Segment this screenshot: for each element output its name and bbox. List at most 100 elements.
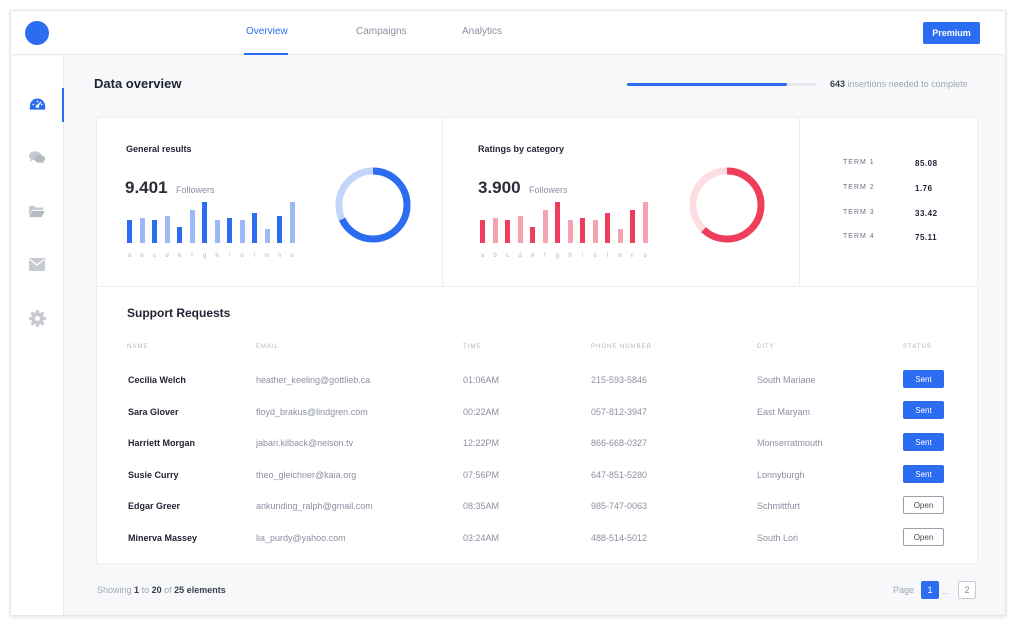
logo[interactable] (25, 21, 49, 45)
row-city: Monserratmouth (757, 438, 823, 448)
ratings-bar-label: d (518, 253, 522, 259)
general-bar-label: d (165, 253, 169, 259)
status-button[interactable]: Sent (903, 465, 944, 483)
ratings-bar-label: c (506, 253, 509, 259)
row-city: South Lori (757, 533, 799, 543)
general-bar (164, 216, 170, 243)
ratings-bar (542, 210, 548, 243)
ratings-followers-label: Followers (529, 185, 568, 195)
tab-overview[interactable]: Overview (246, 26, 288, 37)
general-bar (214, 220, 220, 243)
general-bar-label: i (228, 253, 231, 259)
tab-campaigns[interactable]: Campaigns (356, 26, 407, 37)
general-followers-label: Followers (176, 185, 215, 195)
ratings-bar (505, 220, 510, 243)
row-time: 00:22AM (463, 407, 500, 417)
general-results-title: General results (126, 144, 192, 154)
support-requests-card (96, 287, 978, 564)
term-value: 85.08 (915, 159, 938, 168)
page-title: Data overview (94, 76, 182, 91)
general-bar (189, 210, 195, 243)
status-button[interactable]: Open (903, 528, 944, 546)
gear-icon[interactable] (27, 308, 47, 328)
insertions-label: insertions needed to complete (847, 79, 968, 89)
row-name: Sara Glover (128, 407, 179, 417)
page-label: Page (893, 585, 915, 595)
active-tab-indicator (244, 53, 288, 55)
page-1-button[interactable]: 1 (921, 581, 939, 599)
ratings-bar-label: l (606, 253, 609, 259)
row-email: jabari.kilback@nelson.tv (256, 438, 354, 448)
column-header-email: EMAIL (256, 344, 280, 350)
ratings-bar (517, 216, 523, 243)
status-button[interactable]: Open (903, 496, 944, 514)
stats-card (96, 117, 978, 288)
term-value: 33.42 (915, 209, 938, 218)
ratings-bar (605, 213, 610, 243)
showing-word: Showing (97, 585, 132, 595)
row-phone: 985-747-0063 (591, 501, 648, 511)
ratings-donut-chart (689, 167, 765, 243)
row-time: 03:24AM (463, 533, 500, 543)
row-name: Minerva Massey (128, 533, 198, 543)
folder-icon[interactable] (27, 201, 47, 221)
term-label: TERM 1 (843, 159, 875, 166)
general-bar-label: g (202, 253, 207, 259)
row-time: 01:06AM (463, 375, 500, 385)
column-header-phone: PHONE NUMBER (591, 344, 653, 350)
app-window: Overview Campaigns Analytics Premium (10, 10, 1006, 616)
row-name: Susie Curry (128, 470, 179, 480)
row-email: heather_keeling@gottlieb.ca (256, 375, 371, 385)
showing-summary: Showing 1 to 20 of 25 elements (97, 585, 226, 595)
insertions-count: 643 (830, 79, 846, 89)
ratings-bar-label: g (555, 253, 560, 259)
term-label: TERM 4 (843, 233, 875, 240)
stats-divider (442, 118, 443, 288)
general-donut-chart (335, 167, 411, 243)
premium-button[interactable]: Premium (923, 22, 980, 44)
ratings-bar-label: o (643, 253, 647, 259)
row-phone: 215-593-5846 (591, 375, 648, 385)
row-name: Cecilia Welch (128, 375, 186, 385)
top-navigation: Overview Campaigns Analytics Premium (11, 11, 1005, 55)
tab-analytics[interactable]: Analytics (462, 26, 503, 37)
general-bar-label: b (140, 253, 144, 259)
general-donut-segment (335, 167, 411, 243)
dashboard-icon[interactable] (27, 94, 47, 114)
general-bar (127, 220, 132, 243)
row-phone: 647-851-5280 (591, 470, 648, 480)
ratings-bar (567, 220, 573, 243)
general-bar (277, 216, 282, 243)
mail-icon[interactable] (27, 254, 47, 274)
general-bar (139, 217, 145, 243)
status-button[interactable]: Sent (903, 401, 944, 419)
row-email: ankunding_ralph@gmail.com (256, 501, 373, 511)
chat-icon[interactable] (27, 147, 47, 167)
completion-progress-bar (627, 83, 817, 86)
ratings-bar (617, 228, 623, 243)
ratings-followers-count: 3.900 (478, 178, 521, 197)
term-label: TERM 2 (843, 184, 875, 191)
row-email: lia_purdy@yahoo.com (256, 533, 346, 543)
row-email: floyd_brakus@lindgren.com (256, 407, 368, 417)
row-city: South Mariane (757, 375, 816, 385)
column-header-status: STATUS (903, 344, 932, 350)
row-email: theo_gleichner@kaia.org (256, 470, 357, 480)
general-bar-label: l (253, 253, 256, 259)
ratings-donut-segment (689, 167, 765, 243)
row-phone: 866-668-0327 (591, 438, 648, 448)
row-time: 07:56PM (463, 470, 500, 480)
status-button[interactable]: Sent (903, 370, 944, 388)
support-requests-title: Support Requests (127, 306, 231, 320)
status-button[interactable]: Sent (903, 433, 944, 451)
showing-total: 25 elements (174, 585, 226, 595)
row-phone: 488-514-5012 (591, 533, 648, 543)
row-name: Harriett Morgan (128, 438, 196, 448)
row-city: Schmittfurt (757, 501, 801, 511)
sidebar (11, 56, 64, 615)
general-bar (202, 202, 207, 243)
page-2-button[interactable]: 2 (958, 581, 976, 599)
general-bar-label: h (215, 253, 219, 259)
